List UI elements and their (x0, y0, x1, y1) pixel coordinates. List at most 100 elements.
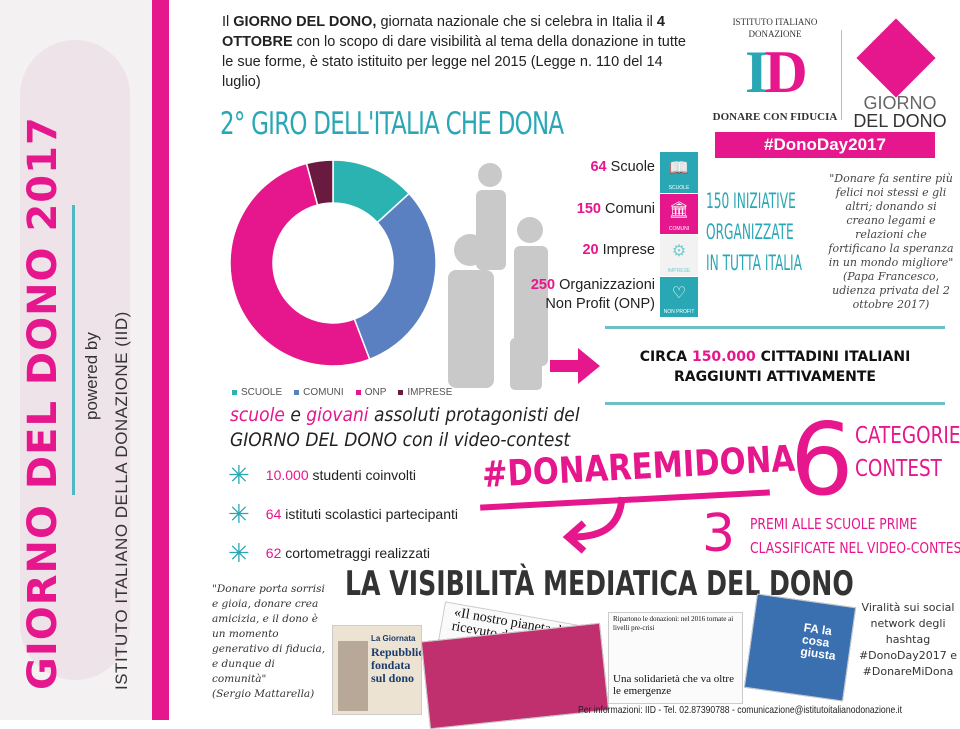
bullet-text: studenti coinvolti (308, 467, 417, 483)
stat-num: 250 (530, 277, 556, 293)
intro-p2: giornata nazionale che si celebra in Ita… (376, 14, 657, 30)
logo-hashtag: #DonoDay2017 (715, 132, 935, 158)
protagonisti-text: scuole e giovani assoluti protagonisti d… (230, 403, 580, 453)
legend-label: COMUNI (303, 387, 344, 398)
stat-label: Organizzazioni (555, 277, 655, 293)
legend-swatch (232, 389, 237, 395)
donut-slice-comuni (353, 192, 437, 361)
legend-item: COMUNI (294, 387, 344, 398)
legend-label: IMPRESE (407, 387, 453, 398)
logo-tagline: DONARE CON FIDUCIA (712, 111, 838, 123)
building-icon: 🏛 COMUNI (660, 193, 698, 235)
logo-giorno: GIORNO DEL DONO (845, 94, 955, 130)
donut-slice-onp (229, 162, 371, 367)
photo (338, 641, 368, 711)
legend-swatch (355, 389, 361, 395)
logo-id: ID (745, 39, 808, 105)
premi-line: CLASSIFICATE NEL VIDEO-CONTEST (750, 539, 960, 557)
iniziative-text: 150 INIZIATIVE ORGANIZZATE IN TUTTA ITAL… (706, 186, 802, 279)
bullet-item: ✳ 62 cortometraggi realizzati (228, 538, 430, 568)
footer-contact: Per informazioni: IID - Tel. 02.87390788… (578, 704, 902, 716)
legend-label: ONP (364, 387, 387, 398)
logo-arc-text: ISTITUTO ITALIANO DONAZIONE (732, 17, 818, 39)
intro-p1: Il (222, 14, 234, 30)
watermark (20, 40, 130, 680)
logo: ISTITUTO ITALIANO DONAZIONE ID DONARE CO… (705, 10, 955, 160)
viral-text: Viralità sui social network degli hashta… (858, 601, 958, 678)
stat-num: 20 (582, 242, 599, 258)
intro-text: Il GIORNO DEL DONO, giornata nazionale c… (222, 12, 692, 92)
circa-text: CIRCA 150.000 CITTADINI ITALIANI RAGGIUNT… (605, 347, 945, 387)
three-number: 3 (702, 504, 736, 564)
stat-label2: Non Profit (ONP) (545, 296, 655, 312)
asterisk-icon: ✳ (228, 499, 250, 529)
giro-title: 2° GIRO DELL'ITALIA CHE DONA (220, 106, 564, 142)
category-icons: 📖 SCUOLE 🏛 COMUNI ⚙ IMPRESE ♡ NON PROFIT (660, 152, 698, 318)
stat-imprese: 20 Imprese (582, 241, 655, 260)
intro-p3: con lo scopo di dare visibilità al tema … (222, 34, 686, 90)
iniziative-line: IN TUTTA ITALIA (706, 251, 802, 275)
categorie-text: CATEGORIE CONTEST (855, 420, 960, 486)
legend-swatch (294, 389, 300, 395)
premi-text: PREMI ALLE SCUOLE PRIME CLASSIFICATE NEL … (750, 512, 960, 560)
icon-caption: IMPRESE (667, 267, 691, 274)
papa-source: (Papa Francesco, udienza privata del 2 o… (832, 270, 950, 311)
iniziative-line: ORGANIZZATE (706, 220, 794, 244)
circa-post: CITTADINI ITALIANI (755, 349, 911, 365)
legend-item: IMPRESE (398, 387, 452, 398)
cat-line: CONTEST (855, 456, 942, 482)
donut-slice-imprese (305, 159, 334, 206)
sidebar (0, 0, 152, 720)
asterisk-icon: ✳ (228, 538, 250, 568)
clip-title: Una solidarietà che va oltre le emergenz… (613, 673, 734, 697)
iniziative-line: 150 INIZIATIVE (706, 189, 796, 213)
mattarella-quote: "Donare porta sorrisi e gioia, donare cr… (212, 583, 326, 685)
heart-icon: ♡ NON PROFIT (660, 276, 698, 318)
book-icon: 📖 SCUOLE (660, 152, 698, 194)
papa-block: "Donare fa sentire più felici noi stessi… (826, 172, 956, 312)
premi-line: PREMI ALLE SCUOLE PRIME (750, 515, 918, 533)
prot-line2: GIORNO DEL DONO con il video-contest (230, 429, 571, 451)
bullet-item: ✳ 64 istituti scolastici partecipanti (228, 499, 459, 529)
sidebar-org: ISTITUTO ITALIANO DELLA DONAZIONE (IID) (112, 311, 131, 690)
bullet-text: istituti scolastici partecipanti (281, 506, 459, 522)
gears-icon: ⚙ IMPRESE (660, 235, 698, 277)
six-number: 6 (790, 401, 854, 518)
stat-onp: 250 Organizzazioni Non Profit (ONP) (531, 276, 655, 314)
stat-scuole: 64 Scuole (590, 158, 655, 177)
intro-b2: 4 OTTOBRE (222, 14, 665, 50)
prot-w4: assoluti protagonisti del (368, 404, 580, 426)
stat-label: Scuole (606, 159, 655, 175)
stat-num: 64 (590, 159, 607, 175)
stat-comuni: 150 Comuni (577, 200, 655, 219)
legend-label: SCUOLE (241, 387, 283, 398)
circa-line2: RAGGIUNTI ATTIVAMENTE (674, 369, 876, 385)
bullet-num: 64 (265, 506, 282, 522)
bullet-text: cortometraggi realizzati (281, 545, 430, 561)
circa-num: 150.000 (691, 349, 756, 365)
press-clipping: La Giornata Repubblica fondata sul dono (332, 625, 422, 715)
mattarella-source: (Sergio Mattarella) (212, 688, 315, 700)
sidebar-title: GIORNO DEL DONO 2017 (20, 116, 66, 690)
intro-b1: GIORNO DEL DONO, (233, 14, 377, 30)
clip-title: FA la cosa giusta (799, 620, 837, 663)
logo-separator (841, 30, 842, 120)
icon-caption: SCUOLE (668, 184, 690, 191)
powered-by: powered by (82, 332, 101, 420)
stat-label: Comuni (601, 201, 655, 217)
icon-caption: COMUNI (668, 226, 690, 232)
legend-item: ONP (355, 387, 387, 398)
pink-divider (152, 0, 169, 720)
divider-line (605, 326, 945, 329)
circa-pre: CIRCA (639, 349, 692, 365)
legend-item: SCUOLE (232, 387, 282, 398)
sidebar-rule (72, 205, 75, 495)
clip-head: La Giornata (371, 634, 416, 643)
cat-line: CATEGORIE (855, 423, 960, 449)
asterisk-icon: ✳ (228, 460, 250, 490)
arrow-right-icon (550, 348, 600, 384)
stat-num: 150 (576, 201, 601, 217)
divider-line (605, 402, 945, 405)
chart-legend: SCUOLE COMUNI ONP IMPRESE (232, 387, 452, 398)
bullet-num: 10.000 (265, 467, 309, 483)
